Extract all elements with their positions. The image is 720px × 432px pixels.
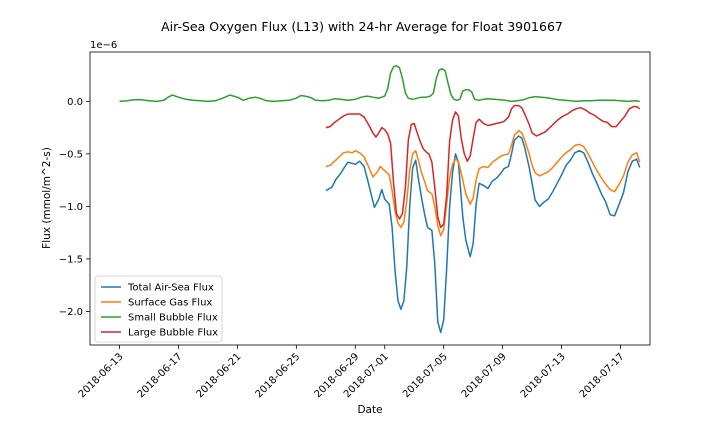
x-tick-label: 2018-07-09 <box>460 351 509 400</box>
x-axis: 2018-06-13 2018-06-17 2018-06-21 2018-06-25… <box>77 345 627 400</box>
x-axis-label: Date <box>357 404 382 416</box>
y-axis-label: Flux (mmol/m^2-s) <box>41 147 53 249</box>
x-tick-label: 2018-06-17 <box>136 351 185 400</box>
x-tick-label: 2018-06-21 <box>195 351 244 400</box>
legend-label: Large Bubble Flux <box>128 328 218 339</box>
legend: Total Air-Sea Flux Surface Gas Flux Small … <box>94 275 223 343</box>
series-line-small-bubble-flux <box>119 64 640 103</box>
x-tick-label: 2018-07-13 <box>519 351 568 400</box>
x-tick-label: 2018-06-13 <box>77 351 126 400</box>
y-tick-label: −1.0 <box>59 202 83 213</box>
y-tick-label: −0.5 <box>59 149 83 160</box>
y-offset-label: 1e−6 <box>90 40 117 51</box>
y-axis: −2.0 −1.5 −1.0 −0.5 0.0 <box>59 97 90 318</box>
series-line-total-air-sea-flux <box>325 135 641 334</box>
x-tick-label: 2018-07-17 <box>578 351 627 400</box>
y-tick-label: 0.0 <box>67 97 83 108</box>
legend-label: Small Bubble Flux <box>128 313 218 324</box>
y-tick-label: −1.5 <box>59 254 83 265</box>
x-tick-label: 2018-06-25 <box>254 351 303 400</box>
chart-title: Air-Sea Oxygen Flux (L13) with 24-hr Ave… <box>161 19 563 34</box>
x-tick-label: 2018-07-05 <box>401 351 450 400</box>
series-layer <box>119 64 641 334</box>
legend-label: Surface Gas Flux <box>128 298 212 309</box>
series-line-surface-gas-flux <box>325 130 641 237</box>
y-tick-label: −2.0 <box>59 307 83 318</box>
legend-label: Total Air-Sea Flux <box>127 283 214 294</box>
series-line-large-bubble-flux <box>325 104 641 229</box>
legend-box <box>94 275 223 343</box>
